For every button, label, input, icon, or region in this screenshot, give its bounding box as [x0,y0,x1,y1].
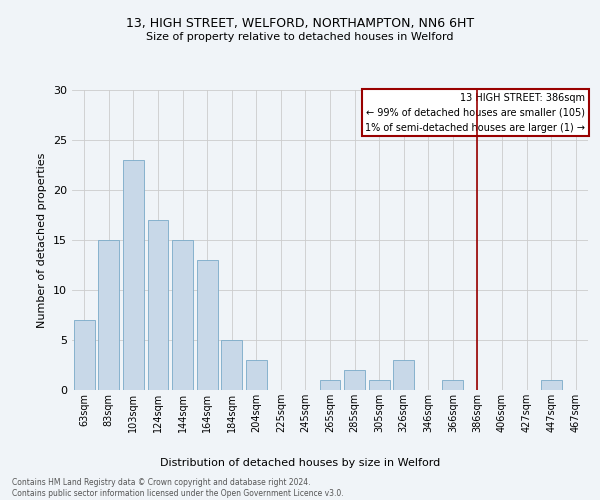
Bar [74,320,95,390]
Bar [98,240,119,390]
Bar [172,240,193,390]
Bar [123,160,144,390]
Y-axis label: Number of detached properties: Number of detached properties [37,152,47,328]
Text: Contains HM Land Registry data © Crown copyright and database right 2024.
Contai: Contains HM Land Registry data © Crown c… [12,478,344,498]
Text: 13 HIGH STREET: 386sqm
← 99% of detached houses are smaller (105)
1% of semi-det: 13 HIGH STREET: 386sqm ← 99% of detached… [365,93,586,132]
Text: Distribution of detached houses by size in Welford: Distribution of detached houses by size … [160,458,440,468]
Text: Size of property relative to detached houses in Welford: Size of property relative to detached ho… [146,32,454,42]
Bar [197,260,218,390]
Bar [320,380,340,390]
Bar [368,380,389,390]
Bar [246,360,267,390]
Text: 13, HIGH STREET, WELFORD, NORTHAMPTON, NN6 6HT: 13, HIGH STREET, WELFORD, NORTHAMPTON, N… [126,18,474,30]
Bar [344,370,365,390]
Bar [221,340,242,390]
Bar [541,380,562,390]
Bar [442,380,463,390]
Bar [393,360,414,390]
Bar [148,220,169,390]
